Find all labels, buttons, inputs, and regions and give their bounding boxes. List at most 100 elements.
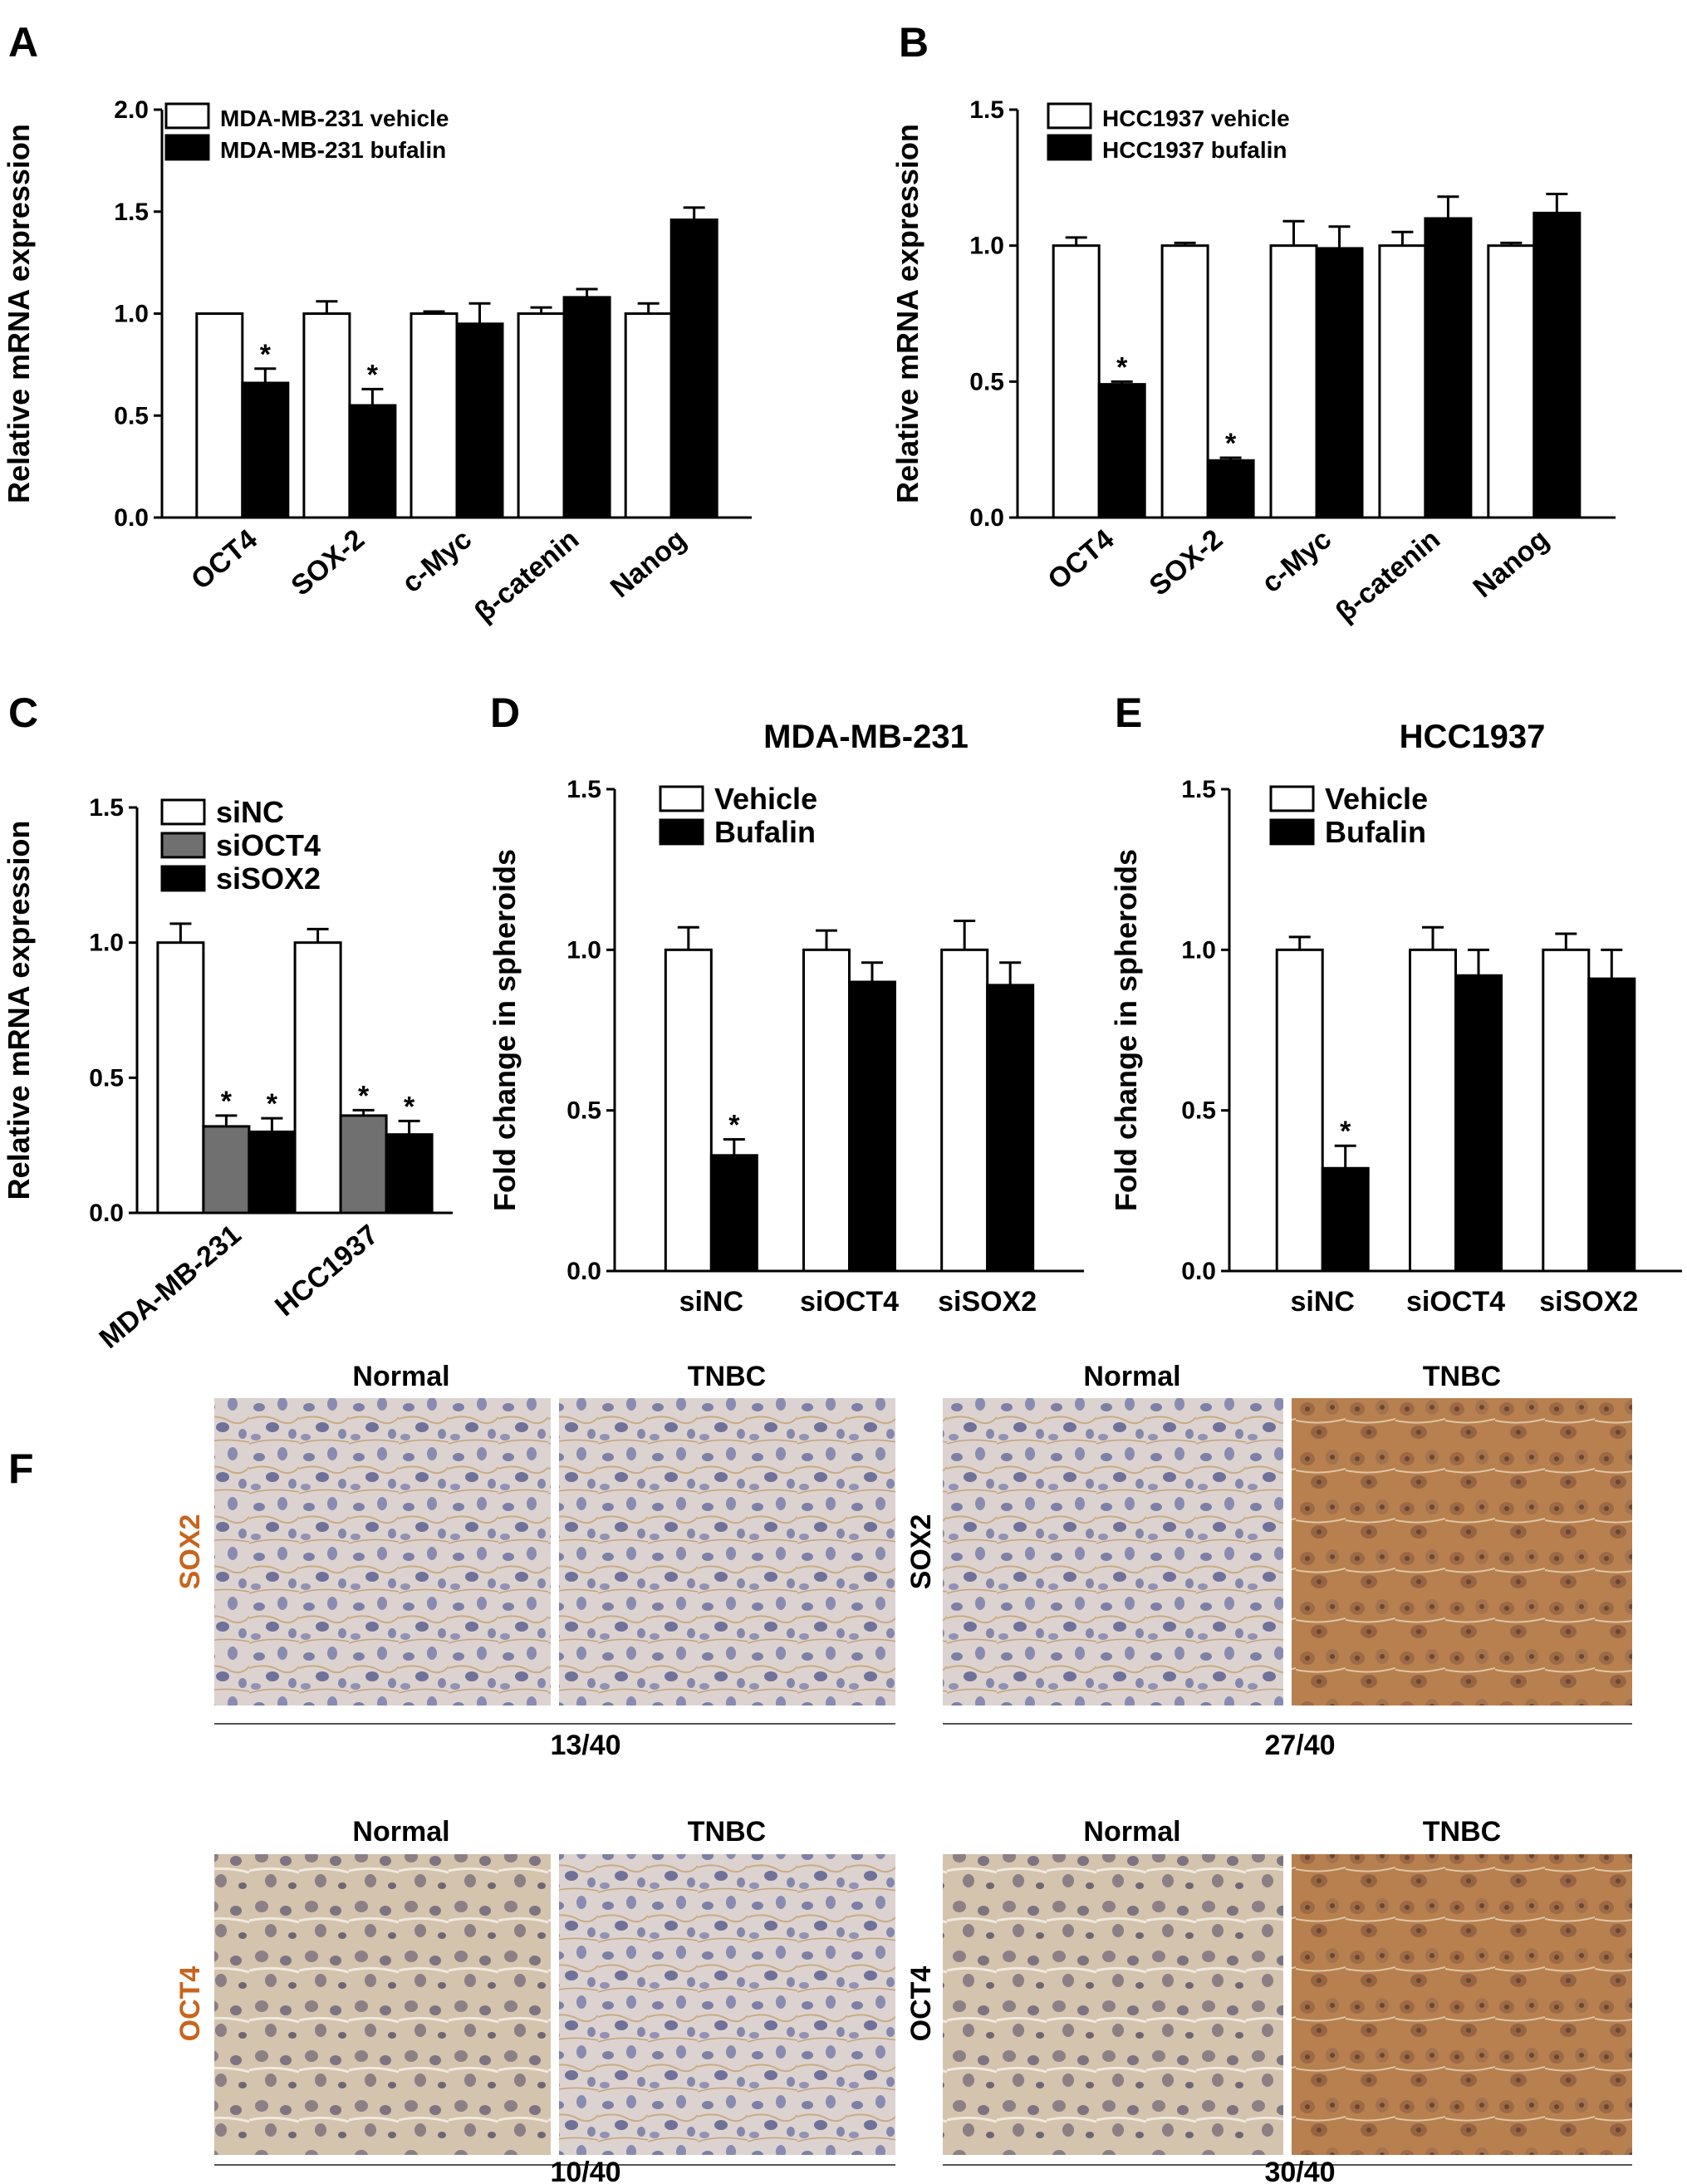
significance-star: * (1225, 428, 1237, 459)
bar (669, 218, 718, 519)
ihc-image-sox2-tnbc-2 (1292, 1398, 1632, 1705)
x-category-label: Nanog (1468, 523, 1555, 604)
y-axis-label: Relative mRNA expression (890, 124, 924, 503)
panel-label-a: A (8, 19, 38, 66)
x-category-label: β-catenin (468, 523, 585, 628)
bar (1315, 247, 1364, 519)
ihc-image-oct4-normal-2 (943, 1854, 1283, 2155)
panel-label-d: D (490, 690, 520, 736)
x-category-label: c-Myc (396, 523, 478, 599)
x-category-label: siSOX2 (938, 1286, 1037, 1318)
legend-swatch (659, 818, 704, 846)
bar (1321, 1166, 1370, 1273)
y-tick-label: 1.0 (89, 930, 124, 957)
chart-e: 0.0 0.5 1.0 1.5 Fold change in spheroids HCC1… (1109, 719, 1682, 1318)
y-tick-label: 0.5 (1181, 1097, 1216, 1125)
legend-swatch (1269, 785, 1315, 812)
ihc-ratio-sox2-right: 27/40 (1264, 1730, 1335, 1761)
y-tick-label: 0.0 (89, 1200, 124, 1227)
legend-swatch (164, 102, 210, 130)
y-tick-label: 0.0 (1181, 1258, 1216, 1285)
bar (1533, 211, 1582, 519)
x-category-label: siOCT4 (1406, 1286, 1505, 1318)
legend-label: Bufalin (1325, 815, 1426, 849)
bar (517, 312, 566, 519)
bar (1160, 244, 1209, 519)
x-category-label: Nanog (605, 523, 692, 604)
bar (385, 1133, 434, 1215)
y-axis-label: Relative mRNA expression (2, 124, 36, 503)
ihc-image-sox2-normal-1 (214, 1398, 551, 1705)
significance-star: * (367, 359, 379, 390)
bar (986, 984, 1035, 1273)
significance-star: * (404, 1091, 415, 1122)
x-category-label: siOCT4 (800, 1286, 899, 1318)
panel-label-e: E (1115, 690, 1142, 736)
ihc-row-label-oct4-right: OCT4 (905, 1966, 937, 2042)
bar (1378, 244, 1427, 519)
bar (940, 948, 989, 1273)
bar (195, 312, 244, 519)
chart-c: 0.0 0.5 1.0 1.5 Relative mRNA expression * * * *… (2, 794, 453, 1355)
legend-swatch (1269, 818, 1315, 846)
bar (848, 980, 896, 1273)
chart-title: MDA-MB-231 (763, 719, 969, 755)
ihc-col-header: Normal (1083, 1361, 1180, 1392)
y-tick-label: 1.0 (969, 233, 1004, 260)
bar (339, 1114, 388, 1215)
x-category-label: OCT4 (1042, 523, 1120, 596)
ihc-row-label-sox2-left: SOX2 (174, 1514, 206, 1590)
legend-swatch (659, 785, 704, 812)
bar (624, 312, 673, 519)
ihc-row-label-oct4-left: OCT4 (174, 1966, 206, 2042)
y-tick-label: 0.5 (969, 368, 1004, 395)
bar (1206, 459, 1255, 519)
y-tick-label: 2.0 (114, 96, 149, 124)
ihc-col-header: TNBC (1423, 1361, 1501, 1392)
legend-label: MDA-MB-231 bufalin (220, 137, 446, 163)
y-tick-label: 0.0 (969, 504, 1004, 532)
panel-label-c: C (8, 690, 38, 736)
y-tick-label: 1.0 (1181, 936, 1216, 964)
legend-swatch (1047, 102, 1092, 130)
ihc-ratio-oct4-right: 30/40 (1264, 2157, 1335, 2184)
bar (1275, 948, 1324, 1273)
ihc-col-header: TNBC (688, 1361, 766, 1392)
bar (1052, 244, 1101, 519)
x-category-label: SOX-2 (1144, 523, 1229, 602)
ihc-col-header: TNBC (1423, 1816, 1501, 1848)
bar (1269, 244, 1318, 519)
bar (156, 941, 205, 1215)
y-tick-label: 1.5 (89, 794, 124, 822)
legend-swatch (160, 865, 206, 892)
ihc-image-oct4-tnbc-1 (559, 1854, 895, 2155)
significance-star: * (1116, 351, 1128, 383)
legend-label: siOCT4 (216, 828, 321, 862)
x-category-label: MDA-MB-231 (93, 1219, 247, 1355)
ihc-image-sox2-tnbc-1 (559, 1398, 895, 1705)
x-category-label: HCC1937 (269, 1219, 385, 1323)
x-category-label: siSOX2 (1539, 1286, 1638, 1318)
legend-label: HCC1937 bufalin (1102, 137, 1287, 163)
y-tick-label: 0.5 (566, 1097, 601, 1125)
y-tick-label: 1.0 (566, 936, 601, 964)
ihc-col-header: Normal (1083, 1816, 1180, 1848)
bar (1587, 977, 1636, 1273)
bar (302, 312, 351, 519)
bar (664, 948, 713, 1273)
significance-star: * (221, 1086, 233, 1117)
y-axis-label: Fold change in spheroids (1109, 849, 1143, 1211)
bar (802, 948, 851, 1273)
panel-label-f: F (8, 1445, 34, 1492)
bar (1424, 217, 1473, 519)
legend-label: MDA-MB-231 vehicle (220, 106, 449, 131)
chart-a: 0.0 0.5 1.0 1.5 2.0 Relative mRNA expression *… (2, 96, 752, 628)
bar (202, 1125, 251, 1215)
significance-star: * (267, 1088, 278, 1120)
chart-b: 0.0 0.5 1.0 1.5 Relative mRNA expression * * OC… (890, 96, 1616, 628)
significance-star: * (728, 1109, 740, 1141)
bar (709, 1154, 758, 1273)
y-tick-label: 0.0 (566, 1258, 601, 1285)
ihc-image-sox2-normal-2 (943, 1398, 1283, 1705)
bar (241, 381, 290, 519)
